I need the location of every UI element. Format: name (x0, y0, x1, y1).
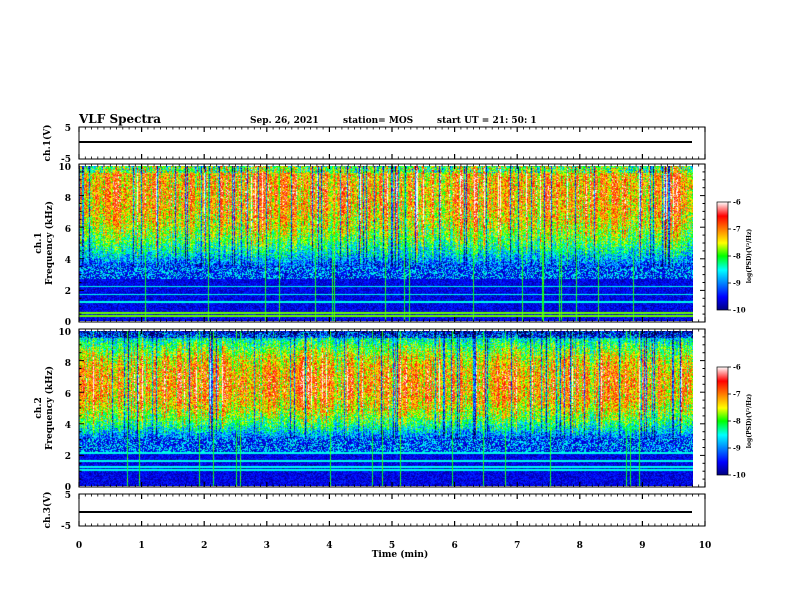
ch1-voltage-ylabel: ch.1(V) (42, 125, 53, 162)
colorbar-tick-label: -6 (733, 363, 741, 372)
ch1-channel-name: ch.1 (34, 232, 44, 253)
ch2-freq-tick: 2 (65, 452, 71, 462)
colorbar-tick-label: -9 (733, 279, 741, 288)
ch3-ytick-top: 5 (65, 491, 71, 501)
x-tick-label: 7 (514, 541, 520, 551)
date-label: Sep. 26, 2021 (250, 116, 319, 126)
station-label: station= MOS (343, 116, 413, 126)
ch3-voltage-ylabel: ch.3(V) (42, 492, 53, 529)
x-tick-label: 5 (389, 541, 395, 551)
ch2-colorbar-label: log(PSD)(V²/Hz) (746, 394, 753, 449)
x-tick-label: 6 (451, 541, 457, 551)
x-axis-label: Time (min) (372, 549, 429, 560)
ch1-colorbar: -6 -7 -8 -9 -10 log(PSD)(V²/Hz) (716, 198, 753, 315)
ch2-freq-tick: 8 (65, 359, 71, 369)
ch1-freq-tick: 8 (65, 194, 71, 204)
ch3-voltage-frame (78, 493, 706, 527)
ch1-frequency-label: Frequency (kHz) (44, 201, 55, 285)
x-tick-label: 2 (201, 541, 207, 551)
ch1-voltage-ticks (78, 127, 706, 159)
ch2-channel-name: ch.2 (34, 397, 44, 418)
ch1-channel-label: ch.1Frequency (kHz) (34, 201, 55, 285)
ch3-ytick-bottom: -5 (61, 522, 71, 532)
colorbar-tick-label: -10 (733, 306, 746, 315)
ch2-spectrogram-ticks (78, 328, 706, 488)
x-tick-label: 10 (699, 541, 712, 551)
ch3-voltage-panel: 5 -5 ch.3(V) (42, 491, 706, 532)
start-time-label: start UT = 21: 50: 1 (437, 116, 537, 126)
ch1-colorbar-label: log(PSD)(V²/Hz) (746, 229, 753, 284)
x-tick-label: 4 (326, 541, 332, 551)
colorbar-tick-label: -10 (733, 471, 746, 480)
ch2-ytick-labels: 0 2 4 6 8 10 (58, 328, 71, 493)
colorbar-tick-label: -7 (733, 225, 741, 234)
ch1-ytick-top: 5 (65, 124, 71, 134)
ch3-voltage-ticks (78, 494, 706, 526)
x-tick-label: 9 (639, 541, 645, 551)
figure-title: VLF Spectra (78, 112, 161, 126)
ch1-freq-tick: 2 (65, 287, 71, 297)
ch2-channel-label: ch.2Frequency (kHz) (34, 366, 55, 450)
colorbar-tick-label: -8 (733, 417, 741, 426)
ch1-freq-tick: 6 (65, 225, 71, 235)
ch1-freq-tick: 4 (65, 256, 71, 266)
ch1-colorbar-gradient (716, 201, 729, 311)
ch2-spectrogram-image (79, 331, 693, 486)
colorbar-tick-label: -7 (733, 390, 741, 399)
ch2-frequency-label: Frequency (kHz) (44, 366, 55, 450)
ch1-spectrogram-ticks (78, 163, 706, 323)
x-tick-label: 0 (76, 541, 82, 551)
ch2-freq-tick: 10 (58, 328, 71, 338)
ch2-freq-tick: 4 (65, 421, 71, 431)
ch1-ytick-labels: 0 2 4 6 8 10 (58, 163, 71, 328)
ch2-colorbar: -6 -7 -8 -9 -10 log(PSD)(V²/Hz) (716, 363, 753, 480)
ch2-colorbar-gradient (716, 366, 729, 476)
x-axis-tick-labels: 0 1 2 3 4 5 6 7 8 9 10 (76, 541, 711, 551)
ch1-spectrogram-image (79, 166, 693, 321)
ch1-freq-tick: 0 (65, 318, 71, 328)
x-tick-label: 3 (264, 541, 270, 551)
ch1-colorbar-ticks: -6 -7 -8 -9 -10 (728, 198, 746, 315)
ch1-voltage-panel: 5 -5 ch.1(V) (42, 124, 706, 165)
x-tick-label: 1 (138, 541, 144, 551)
ch2-freq-tick: 0 (65, 483, 71, 493)
x-tick-label: 8 (577, 541, 583, 551)
colorbar-tick-label: -8 (733, 252, 741, 261)
ch2-spectrogram-panel: 0 2 4 6 8 10 ch.2Frequency (kHz) (34, 328, 706, 493)
ch2-freq-tick: 6 (65, 390, 71, 400)
colorbar-tick-label: -6 (733, 198, 741, 207)
ch2-colorbar-ticks: -6 -7 -8 -9 -10 (728, 363, 746, 480)
ch1-spectrogram-panel: 0 2 4 6 8 10 ch.1Frequency (kHz) (34, 163, 706, 328)
ch1-ytick-bottom: -5 (61, 155, 71, 165)
colorbar-tick-label: -9 (733, 444, 741, 453)
ch1-freq-tick: 10 (58, 163, 71, 173)
